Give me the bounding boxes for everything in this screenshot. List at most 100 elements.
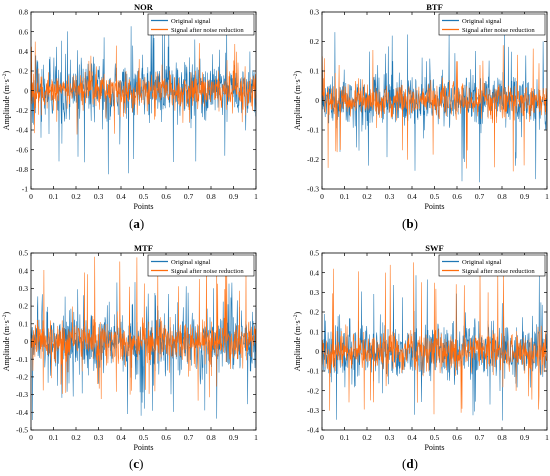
- caption-b-label: b: [406, 216, 414, 231]
- y-tick-label: 0.1: [310, 327, 320, 336]
- y-tick-label: 0: [315, 347, 319, 356]
- y-tick-label: -0.2: [307, 155, 319, 164]
- y-tick-label: 0.1: [310, 67, 320, 76]
- y-tick-label: 0.2: [19, 67, 29, 76]
- legend-entry: Signal after noise reduction: [171, 268, 244, 275]
- x-tick-label: 0.4: [407, 433, 417, 442]
- x-tick-label: 0.9: [520, 433, 530, 442]
- x-tick-label: 0.6: [452, 192, 462, 201]
- x-tick-label: 0.7: [184, 192, 194, 201]
- panel-nor: 0 0.1 0.2 0.3 0.4 0.5 0.6 0.7 0.8 0.9 1 -1 -0.8 -0.6 -…: [2, 2, 258, 211]
- y-tick-label: 0: [24, 337, 28, 346]
- legend-btf: Original signal Signal after noise reduct…: [438, 13, 546, 36]
- x-tick-label: 0: [320, 433, 324, 442]
- y-tick-label: -0.2: [307, 386, 319, 395]
- x-tick-label: 0.6: [161, 433, 171, 442]
- y-tick-label: 0.2: [310, 37, 320, 46]
- y-tick-label: -0.3: [16, 390, 28, 399]
- legend-box: [147, 13, 255, 36]
- x-tick-label: 1: [254, 192, 258, 201]
- x-tick-label: 0: [320, 192, 324, 201]
- y-axis-label: Amplitude (m·s−2): [2, 70, 11, 130]
- y-tick-label: 0.2: [19, 302, 29, 311]
- x-tick-label: 0.2: [362, 192, 372, 201]
- x-axis-label: Points: [424, 443, 444, 452]
- y-tick-label: 0: [24, 86, 28, 95]
- y-tick-label: -0.4: [16, 126, 28, 135]
- y-tick-label: 0.3: [310, 8, 320, 17]
- y-tick-label: 0.3: [19, 284, 29, 293]
- x-tick-label: 0.1: [340, 192, 350, 201]
- x-axis-label: Points: [133, 202, 153, 211]
- y-tick-label: -0.2: [16, 106, 28, 115]
- x-tick-label: 0.5: [139, 192, 149, 201]
- chart-title: SWF: [425, 243, 443, 253]
- legend-nor: Original signal Signal after noise reduct…: [147, 13, 255, 36]
- series-line-original-nor: [30, 23, 257, 175]
- x-tick-label: 0.9: [520, 192, 530, 201]
- x-tick-label: 1: [254, 433, 258, 442]
- series-line-original-swf: [321, 275, 548, 421]
- legend-box: [438, 254, 546, 277]
- x-tick-label: 0.2: [71, 192, 81, 201]
- series-line-denoised-nor: [30, 41, 257, 135]
- legend-box: [438, 13, 546, 36]
- x-tick-label: 0.4: [116, 433, 126, 442]
- x-tick-label: 0.2: [362, 433, 372, 442]
- x-tick-label: 0: [29, 192, 33, 201]
- plot-frame-swf: [321, 252, 548, 431]
- y-tick-label: -0.5: [16, 426, 28, 435]
- y-tick-label: -0.3: [307, 406, 319, 415]
- legend-box: [147, 254, 255, 277]
- y-tick-label: 0.5: [310, 249, 320, 258]
- caption-c-label: c: [133, 456, 140, 471]
- y-tick-label: 0: [315, 96, 319, 105]
- caption-d: (d): [402, 456, 418, 471]
- x-axis-label: Points: [133, 443, 153, 452]
- series-line-denoised-swf: [321, 260, 548, 415]
- y-tick-label: 0.8: [19, 8, 29, 17]
- x-tick-label: 1: [545, 192, 549, 201]
- x-tick-label: 0.3: [94, 192, 104, 201]
- y-axis-label: Amplitude (m·s−2): [293, 311, 302, 371]
- caption-a: (a): [129, 216, 145, 231]
- chart-title: BTF: [426, 2, 443, 12]
- x-tick-label: 0.7: [475, 192, 485, 201]
- x-tick-label: 0.4: [116, 192, 126, 201]
- x-tick-label: 1: [545, 433, 549, 442]
- series-line-denoised-mtf: [30, 256, 257, 401]
- panel-btf: 0 0.1 0.2 0.3 0.4 0.5 0.6 0.7 0.8 0.9 1 -0.3 -0.2 -0.…: [293, 2, 549, 211]
- y-tick-label: -0.8: [16, 165, 28, 174]
- y-axis-label: Amplitude (m·s−2): [2, 311, 11, 371]
- legend-entry: Signal after noise reduction: [462, 268, 535, 275]
- y-tick-label: 0.5: [19, 249, 29, 258]
- caption-c: (c): [129, 456, 144, 471]
- series-line-original-btf: [321, 32, 548, 183]
- x-tick-label: 0.5: [430, 192, 440, 201]
- y-tick-label: -0.2: [16, 373, 28, 382]
- y-tick-label: 0.4: [310, 268, 320, 277]
- x-tick-label: 0.1: [49, 192, 59, 201]
- caption-a-label: a: [133, 216, 140, 231]
- panel-mtf: 0 0.1 0.2 0.3 0.4 0.5 0.6 0.7 0.8 0.9 1 -0.5 -0.4 -0.…: [2, 243, 258, 452]
- plot-frame-nor: [30, 11, 257, 190]
- x-tick-label: 0.9: [229, 433, 239, 442]
- plot-frame-mtf: [30, 252, 257, 431]
- y-tick-label: 0.4: [19, 266, 29, 275]
- legend-entry: Original signal: [462, 18, 502, 25]
- y-tick-label: -0.1: [307, 367, 319, 376]
- x-tick-label: 0.8: [206, 192, 216, 201]
- y-tick-label: 0.4: [19, 47, 29, 56]
- x-tick-label: 0.7: [475, 433, 485, 442]
- x-tick-label: 0.3: [385, 192, 395, 201]
- y-tick-label: -0.1: [307, 126, 319, 135]
- x-tick-label: 0.8: [497, 433, 507, 442]
- x-tick-label: 0.4: [407, 192, 417, 201]
- y-axis-label: Amplitude (m·s−2): [293, 70, 302, 130]
- plot-frame-btf: [321, 11, 548, 190]
- y-tick-label: -0.6: [16, 145, 28, 154]
- legend-entry: Signal after noise reduction: [171, 27, 244, 34]
- x-tick-label: 0.3: [385, 433, 395, 442]
